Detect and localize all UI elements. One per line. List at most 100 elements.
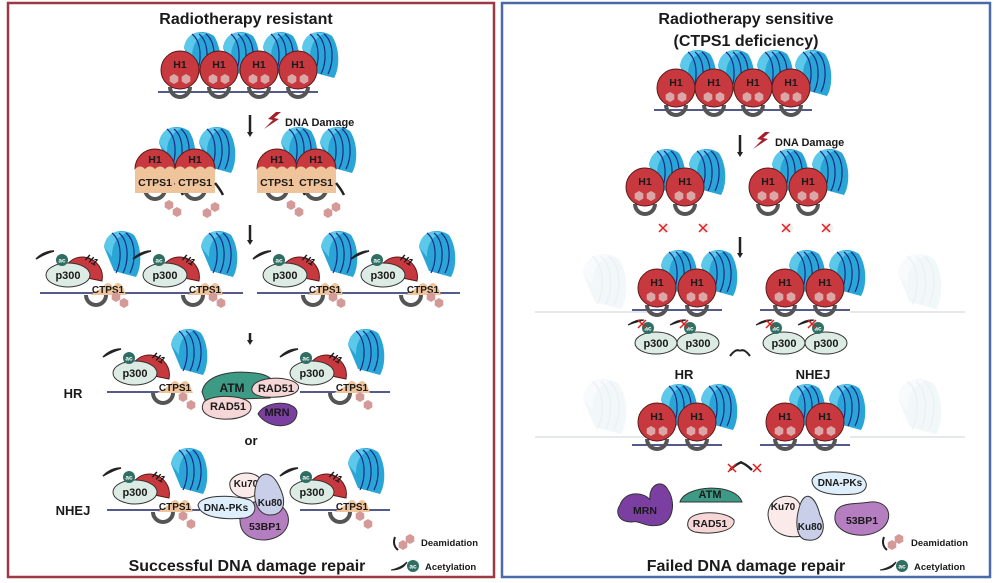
linker-loop <box>796 203 820 216</box>
nucleosome-core <box>897 379 942 435</box>
dna-wrap <box>215 232 225 274</box>
deamidation-hexagon <box>658 426 668 436</box>
deamidation-hexagon <box>220 74 230 84</box>
histone-octamer-highlight <box>320 127 342 153</box>
mrn-protein <box>617 483 673 527</box>
ku80-protein-label: Ku80 <box>258 498 283 509</box>
linker-loop <box>328 392 352 405</box>
histone-octamer-highlight <box>302 32 324 58</box>
acetyl-group <box>300 471 312 483</box>
nucleosome-core <box>171 448 208 494</box>
dna-wrap <box>843 251 853 293</box>
blocked-x-icon <box>781 223 791 233</box>
ctps1-protein <box>257 166 297 193</box>
histone-octamer-highlight <box>321 231 343 257</box>
h1-label: H1 <box>801 176 815 188</box>
dna-wrap <box>328 232 338 274</box>
deamidation-hexagon <box>248 74 258 84</box>
linker-loop <box>702 104 726 117</box>
dna-wrap <box>591 380 603 430</box>
nucleosome-core <box>104 231 141 277</box>
blocked-x-icon <box>821 223 831 233</box>
rad51-protein-label: RAD51 <box>210 401 246 413</box>
deamidation-hexagon <box>210 202 220 212</box>
ac-label: ac <box>772 326 780 333</box>
h1-label: H1 <box>173 59 187 71</box>
ac-label: ac <box>155 258 163 265</box>
histone-octamer-highlight <box>829 384 851 410</box>
dna-wrap <box>355 449 365 491</box>
h1-label: H1 <box>291 59 305 71</box>
dna-wrap <box>342 232 352 274</box>
histone-octamer-highlight <box>582 379 610 411</box>
deamidation-hexagon <box>786 426 796 436</box>
deamidation-hexagon <box>797 191 807 201</box>
dna-wrap <box>715 385 725 427</box>
acetyl-group <box>812 322 824 334</box>
acetyl-group <box>642 322 654 334</box>
deamidation-hexagon <box>208 292 218 302</box>
histone-octamer-highlight <box>661 250 683 276</box>
dna-wrap <box>178 330 188 372</box>
ctps1-protein <box>175 166 215 193</box>
histone-octamer-highlight <box>897 254 925 286</box>
ctps1-label: CTPS1 <box>336 383 369 394</box>
dna-wrap <box>715 251 725 293</box>
histone-octamer-highlight <box>263 32 285 58</box>
blocked-x-icon <box>679 319 689 329</box>
acetyl-group <box>123 471 135 483</box>
deamidation-hexagon <box>164 200 174 210</box>
ctps1-protein <box>90 283 126 295</box>
linker-loop <box>664 104 688 117</box>
h1-label: H1 <box>778 411 792 423</box>
deamidation-hexagon <box>111 292 121 302</box>
linker-loop <box>685 304 709 317</box>
histone-octamer-highlight <box>772 149 794 175</box>
h1-label: H1 <box>707 77 721 89</box>
acetylation-arrow <box>879 561 897 571</box>
h1-label: H1 <box>690 277 704 289</box>
deamidation-hexagon <box>355 392 365 402</box>
atm-protein-label: ATM <box>219 381 244 395</box>
deamidation-hexagon <box>887 540 897 550</box>
p300-label: p300 <box>122 368 147 380</box>
deamidation-hexagon <box>686 191 696 201</box>
p300-protein <box>262 262 308 288</box>
h1-label: H1 <box>690 411 704 423</box>
background-layer <box>535 223 965 438</box>
atm-protein-label: ATM <box>698 489 721 501</box>
dna-wrap <box>850 385 860 427</box>
acetyl-group <box>56 254 68 266</box>
deamidation-hexagon <box>742 92 752 102</box>
histone-octamer-highlight <box>701 250 723 276</box>
left-legend-acetylation: Acetylation <box>425 562 476 573</box>
deamidation-hexagon <box>363 400 373 410</box>
h1-label: H1 <box>778 277 792 289</box>
deamidation-hexagon <box>826 292 836 302</box>
histone-octamer <box>582 379 627 435</box>
blocked-x-icon <box>698 223 708 233</box>
deamidation-hexagon <box>178 511 188 521</box>
histone-octamer-highlight <box>582 254 610 286</box>
deamidation-hexagon <box>703 92 713 102</box>
split-arrows-icon <box>729 349 751 357</box>
deamidation-hexagon <box>323 208 333 218</box>
linker-loop <box>301 294 325 307</box>
dna-wrap <box>178 449 188 491</box>
linker-loop <box>633 203 657 216</box>
lightning-icon <box>264 112 281 129</box>
dna-wrap <box>440 232 450 274</box>
nucleosome-core <box>321 231 358 277</box>
linker-loop <box>151 511 175 524</box>
dna-wrap <box>316 33 326 75</box>
ac-label: ac <box>302 356 310 363</box>
deamidation-hexagon <box>336 298 346 308</box>
dna-wrap <box>426 232 436 274</box>
h1-label: H1 <box>252 59 266 71</box>
p300-label: p300 <box>272 270 297 282</box>
ctps1-label: CTPS1 <box>159 383 192 394</box>
dna-wrap <box>323 33 333 75</box>
ctps1-protein <box>296 166 336 193</box>
p300-protein <box>676 331 720 355</box>
histone-octamer-highlight <box>348 448 370 474</box>
